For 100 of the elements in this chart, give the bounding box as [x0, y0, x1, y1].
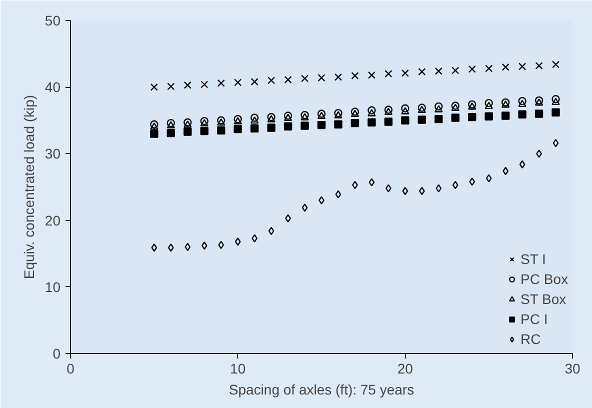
point: [384, 108, 393, 116]
point: [166, 121, 175, 128]
point: [552, 138, 559, 148]
point: [485, 64, 493, 72]
point: [401, 104, 410, 113]
point: [184, 128, 192, 136]
point: [200, 80, 208, 88]
point: [168, 244, 174, 252]
point: [452, 66, 460, 74]
point: [451, 114, 460, 122]
point: [468, 112, 476, 122]
point: [502, 63, 510, 71]
point: [150, 83, 158, 91]
point: [434, 105, 443, 112]
point: [302, 204, 308, 212]
point: [368, 118, 376, 126]
point: [218, 240, 224, 250]
point: [334, 120, 342, 128]
legend-label: ST Box: [520, 291, 566, 307]
y-tick-label: 30: [44, 146, 61, 162]
point: [317, 120, 326, 130]
y-tick-label: 40: [44, 79, 61, 96]
y-tick-label: 0: [52, 346, 61, 362]
point: [468, 65, 476, 73]
point: [200, 116, 208, 126]
point: [384, 118, 393, 126]
point: [234, 124, 242, 134]
point: [201, 242, 208, 250]
point: [434, 114, 443, 124]
point: [401, 69, 409, 77]
point: [267, 124, 276, 132]
point: [350, 108, 360, 116]
point: [150, 120, 158, 128]
point: [166, 118, 175, 128]
point: [552, 108, 560, 117]
point: [436, 184, 442, 192]
point: [317, 112, 326, 120]
point: [368, 109, 376, 116]
point: [402, 186, 408, 196]
point: [368, 71, 376, 79]
point: [451, 102, 460, 110]
point: [518, 62, 526, 70]
legend-label: PC Box: [520, 271, 568, 287]
point: [166, 128, 175, 138]
point: [184, 242, 191, 252]
point: [451, 104, 460, 112]
point: [434, 102, 443, 111]
y-tick-label: 20: [44, 212, 61, 228]
point: [335, 190, 342, 198]
point: [200, 126, 208, 136]
point: [386, 184, 392, 192]
point: [250, 124, 259, 132]
point: [184, 81, 192, 89]
point: [501, 98, 510, 107]
point: [452, 180, 458, 190]
point: [486, 174, 492, 182]
point: [217, 116, 226, 124]
point: [501, 112, 510, 120]
point: [167, 82, 175, 90]
point: [401, 116, 410, 124]
legend-label: PC I: [520, 311, 548, 327]
point: [368, 178, 375, 186]
point: [384, 70, 392, 78]
point: [418, 68, 426, 76]
point: [534, 110, 544, 118]
point: [518, 96, 526, 106]
point: [468, 100, 476, 109]
point: [350, 110, 360, 118]
point: [384, 106, 393, 114]
point: [418, 116, 426, 124]
point: [250, 116, 259, 124]
point: [300, 122, 309, 130]
point: [534, 96, 544, 105]
point: [318, 196, 324, 204]
point: [469, 178, 476, 186]
point: [552, 98, 560, 106]
point: [534, 98, 544, 106]
point: [268, 226, 274, 236]
point: [334, 73, 342, 81]
point: [184, 120, 192, 128]
point: [184, 118, 192, 126]
x-tick-label: 30: [564, 360, 580, 376]
point: [535, 62, 543, 70]
point: [434, 67, 442, 75]
point: [401, 107, 410, 114]
x-axis-title: Spacing of axles (ft): 75 years: [228, 382, 414, 398]
point: [484, 98, 493, 108]
point: [284, 122, 292, 130]
point: [350, 118, 360, 128]
point: [300, 113, 309, 120]
point: [250, 78, 258, 86]
point: [150, 122, 158, 130]
point: [234, 117, 242, 124]
point: [368, 106, 376, 115]
x-tick-label: 0: [66, 360, 75, 376]
point: [484, 112, 493, 121]
point: [552, 94, 560, 104]
point: [234, 78, 242, 86]
point: [234, 238, 241, 246]
point: [284, 114, 292, 122]
